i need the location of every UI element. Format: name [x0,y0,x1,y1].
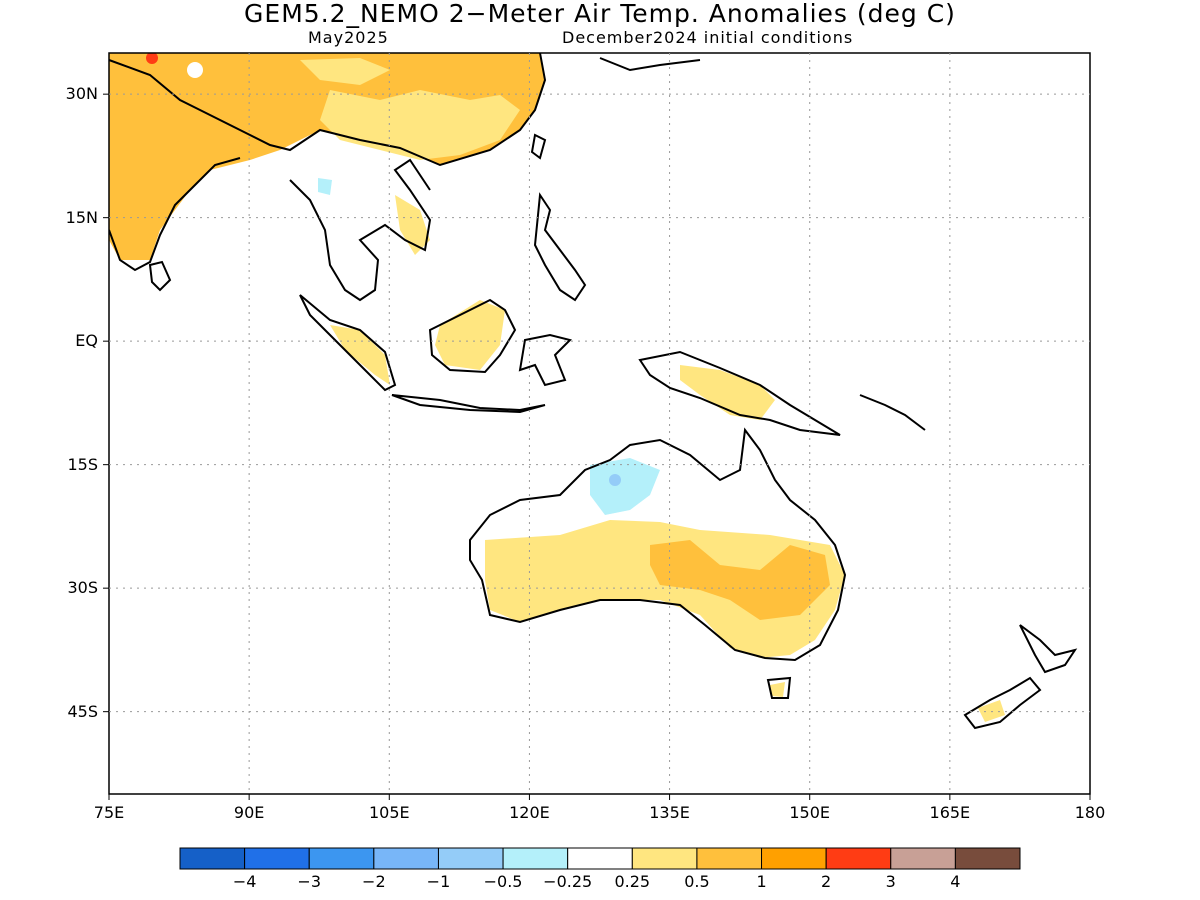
new-zealand-north [1019,624,1078,674]
lon-label-1: 90E [233,803,265,822]
lon-label-4: 135E [649,803,690,822]
taiwan-coast [530,133,547,160]
colorbar-swatch-8 [696,847,763,870]
colorbar-swatch-5 [502,847,569,870]
hot-spot [146,53,158,64]
tasmania-anomaly [770,682,785,697]
colorbar-swatch-3 [373,847,439,870]
colorbar-label-11: 4 [950,872,961,891]
colorbar-swatch-1 [244,847,310,870]
lon-label-5: 150E [789,803,831,822]
lat-label-0: 30N [65,84,98,104]
lat-label-5: 45S [67,701,98,721]
colorbar-label-10: 3 [885,872,896,891]
tasmania-coast [766,676,792,699]
indochina-anomaly [395,195,430,255]
coastlines [109,53,1078,730]
colorbar-label-2: −2 [362,872,386,891]
lon-label-6: 165E [929,803,971,822]
colorbar-swatch-11 [890,847,956,870]
graticule [103,53,1091,800]
lat-label-4: 30S [67,578,98,598]
australia-orange-anomaly [650,540,830,620]
borneo-coast [428,298,517,374]
tibet-neutral [285,145,350,190]
new-zealand-anomaly [978,700,1005,722]
colorbar [179,847,1021,870]
lat-label-3: 15S [67,454,98,474]
colorbar-swatch-4 [437,847,504,870]
australia-warm-anomaly [485,520,845,658]
sumatra-anomaly [330,325,390,385]
australia-cool-core [609,474,621,486]
colorbar-label-0: −4 [232,872,257,891]
valid-month-label: May2025 [308,28,389,47]
colorbar-swatch-10 [825,847,892,870]
java-coast [391,394,546,414]
colorbar-label-7: 0.5 [684,872,710,891]
new-guinea-anomaly [680,365,775,420]
lat-label-2: EQ [75,331,98,351]
colorbar-label-3: −1 [426,872,451,891]
australia-coast [469,427,847,662]
japan-coast [599,57,701,72]
lon-label-7: 180 [1074,803,1106,822]
lat-label-1: 15N [65,207,98,227]
init-conditions-label: December2024 initial conditions [562,28,854,47]
colorbar-swatch-2 [308,847,375,870]
colorbar-swatch-7 [631,847,698,870]
indochina-coastline [289,158,432,302]
lon-label-3: 120E [509,803,550,822]
colorbar-label-8: 1 [756,872,767,891]
india-coastline [109,157,241,272]
colorbar-label-9: 2 [821,872,832,891]
lon-label-0: 75E [93,803,125,822]
myanmar-cool-spot [318,178,332,195]
australia-cool-anomaly [590,458,660,515]
solomon-islands [859,394,926,431]
colorbar-swatch-0 [179,847,246,870]
china-light-anomaly-2 [300,58,390,85]
colorbar-label-6: 0.25 [614,872,651,891]
sumatra-coast [299,294,397,392]
asia-coastline [109,53,547,167]
colorbar-swatch-9 [761,847,827,870]
new-zealand-south [963,676,1042,730]
philippines-coast [533,192,587,302]
sri-lanka-coast [148,260,172,292]
anomaly-fill-layer [109,53,1005,722]
neutral-spot [187,62,203,78]
colorbar-label-5: −0.25 [543,872,593,891]
plot-frame [108,52,1091,795]
borneo-anomaly [435,300,505,370]
new-guinea-coast [638,350,841,436]
colorbar-label-4: −0.5 [483,872,523,891]
colorbar-label-1: −3 [297,872,322,891]
colorbar-swatch-12 [954,847,1021,870]
colorbar-swatch-6 [567,847,633,870]
sulawesi-coast [518,333,572,387]
map-title: GEM5.2_NEMO 2−Meter Air Temp. Anomalies … [244,0,956,28]
lon-label-2: 105E [368,803,410,822]
